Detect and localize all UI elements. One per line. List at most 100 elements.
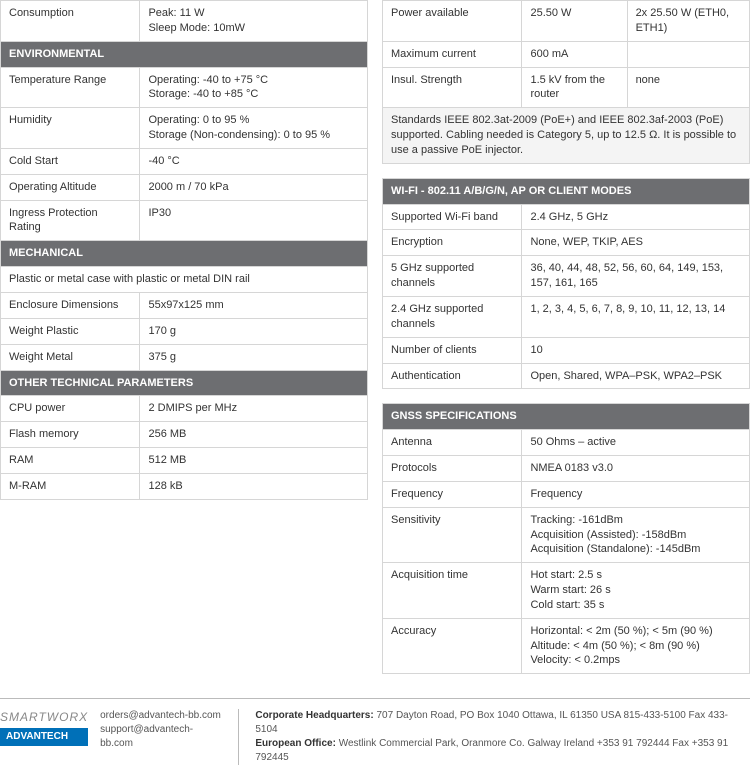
row-wifi-24g: 2.4 GHz supported channels 1, 2, 3, 4, 5…: [383, 296, 750, 337]
hdr-mechanical: MECHANICAL: [1, 241, 368, 267]
label: Sensitivity: [383, 507, 522, 563]
value: Open, Shared, WPA–PSK, WPA2–PSK: [522, 363, 750, 389]
value1: 1.5 kV from the router: [522, 67, 627, 108]
row-wifi-band: Supported Wi-Fi band 2.4 GHz, 5 GHz: [383, 204, 750, 230]
label: Temperature Range: [1, 67, 140, 108]
row-gnss-sens: Sensitivity Tracking: -161dBmAcquisition…: [383, 507, 750, 563]
hdr-text: ENVIRONMENTAL: [1, 41, 368, 67]
value: Horizontal: < 2m (50 %); < 5m (90 %)Alti…: [522, 618, 750, 674]
label: Consumption: [1, 1, 140, 42]
label: Antenna: [383, 430, 522, 456]
value: Operating: 0 to 95 %Storage (Non-condens…: [140, 108, 368, 149]
row-gnss-accuracy: Accuracy Horizontal: < 2m (50 %); < 5m (…: [383, 618, 750, 674]
label: Ingress Protection Rating: [1, 200, 140, 241]
label: RAM: [1, 448, 140, 474]
mech-note: Plastic or metal case with plastic or me…: [1, 267, 368, 293]
label: CPU power: [1, 396, 140, 422]
value: 36, 40, 44, 48, 52, 56, 60, 64, 149, 153…: [522, 256, 750, 297]
label: Weight Plastic: [1, 318, 140, 344]
spec-columns: Consumption Peak: 11 WSleep Mode: 10mW E…: [0, 0, 750, 698]
label: Acquisition time: [383, 563, 522, 619]
eu-label: European Office:: [255, 738, 336, 749]
poe-note: Standards IEEE 802.3at-2009 (PoE+) and I…: [383, 108, 750, 164]
left-tables: Consumption Peak: 11 WSleep Mode: 10mW E…: [0, 0, 368, 500]
label: Frequency: [383, 481, 522, 507]
label: Insul. Strength: [383, 67, 522, 108]
value: 375 g: [140, 344, 368, 370]
label: Power available: [383, 1, 522, 42]
poe-table: Power available 25.50 W 2x 25.50 W (ETH0…: [382, 0, 750, 164]
value: Peak: 11 WSleep Mode: 10mW: [140, 1, 368, 42]
row-ip: Ingress Protection Rating IP30: [1, 200, 368, 241]
footer-brand: SMARTWORX ADVANTECH: [0, 709, 88, 746]
value: 170 g: [140, 318, 368, 344]
value2: [627, 41, 749, 67]
row-mech-note: Plastic or metal case with plastic or me…: [1, 267, 368, 293]
label: Maximum current: [383, 41, 522, 67]
row-poe-insul: Insul. Strength 1.5 kV from the router n…: [383, 67, 750, 108]
footer: SMARTWORX ADVANTECH orders@advantech-bb.…: [0, 698, 750, 773]
value: -40 °C: [140, 148, 368, 174]
label: 5 GHz supported channels: [383, 256, 522, 297]
row-wifi-5g: 5 GHz supported channels 36, 40, 44, 48,…: [383, 256, 750, 297]
footer-separator: [238, 709, 239, 765]
row-flash: Flash memory 256 MB: [1, 422, 368, 448]
row-humidity: Humidity Operating: 0 to 95 %Storage (No…: [1, 108, 368, 149]
row-poe-current: Maximum current 600 mA: [383, 41, 750, 67]
row-ram: RAM 512 MB: [1, 448, 368, 474]
hdr-other: OTHER TECHNICAL PARAMETERS: [1, 370, 368, 396]
hdr-gnss: GNSS SPECIFICATIONS: [383, 404, 750, 430]
value: 2000 m / 70 kPa: [140, 174, 368, 200]
label: 2.4 GHz supported channels: [383, 296, 522, 337]
row-gnss-protocols: Protocols NMEA 0183 v3.0: [383, 456, 750, 482]
label: Cold Start: [1, 148, 140, 174]
row-dimensions: Enclosure Dimensions 55x97x125 mm: [1, 292, 368, 318]
label: Enclosure Dimensions: [1, 292, 140, 318]
left-column: Consumption Peak: 11 WSleep Mode: 10mW E…: [0, 0, 368, 674]
hdr-text: WI-FI - 802.11 A/B/G/N, AP OR CLIENT MOD…: [383, 178, 750, 204]
value: 2.4 GHz, 5 GHz: [522, 204, 750, 230]
value1: 25.50 W: [522, 1, 627, 42]
label: Operating Altitude: [1, 174, 140, 200]
hdr-text: GNSS SPECIFICATIONS: [383, 404, 750, 430]
row-poe-power: Power available 25.50 W 2x 25.50 W (ETH0…: [383, 1, 750, 42]
value: 10: [522, 337, 750, 363]
row-wifi-auth: Authentication Open, Shared, WPA–PSK, WP…: [383, 363, 750, 389]
value: IP30: [140, 200, 368, 241]
hdr-text: MECHANICAL: [1, 241, 368, 267]
footer-addresses: Corporate Headquarters: 707 Dayton Road,…: [255, 709, 750, 765]
value: 512 MB: [140, 448, 368, 474]
value1: 600 mA: [522, 41, 627, 67]
value: 256 MB: [140, 422, 368, 448]
label: Accuracy: [383, 618, 522, 674]
value: Frequency: [522, 481, 750, 507]
footer-hq: Corporate Headquarters: 707 Dayton Road,…: [255, 709, 750, 737]
row-wifi-clients: Number of clients 10: [383, 337, 750, 363]
brand-smartworx: SMARTWORX: [0, 709, 88, 726]
value: NMEA 0183 v3.0: [522, 456, 750, 482]
right-column: Power available 25.50 W 2x 25.50 W (ETH0…: [382, 0, 750, 674]
value: 1, 2, 3, 4, 5, 6, 7, 8, 9, 10, 11, 12, 1…: [522, 296, 750, 337]
label: Encryption: [383, 230, 522, 256]
footer-emails: orders@advantech-bb.comsupport@advantech…: [100, 709, 222, 751]
row-poe-note: Standards IEEE 802.3at-2009 (PoE+) and I…: [383, 108, 750, 164]
value: None, WEP, TKIP, AES: [522, 230, 750, 256]
value: Operating: -40 to +75 °CStorage: -40 to …: [140, 67, 368, 108]
value2: none: [627, 67, 749, 108]
hdr-text: OTHER TECHNICAL PARAMETERS: [1, 370, 368, 396]
footer-eu: European Office: Westlink Commercial Par…: [255, 737, 750, 765]
brand-advantech: ADVANTECH: [0, 728, 88, 746]
row-gnss-antenna: Antenna 50 Ohms – active: [383, 430, 750, 456]
row-altitude: Operating Altitude 2000 m / 70 kPa: [1, 174, 368, 200]
hq-label: Corporate Headquarters:: [255, 710, 373, 721]
row-gnss-freq: Frequency Frequency: [383, 481, 750, 507]
hdr-environmental: ENVIRONMENTAL: [1, 41, 368, 67]
row-cpu: CPU power 2 DMIPS per MHz: [1, 396, 368, 422]
label: Humidity: [1, 108, 140, 149]
gnss-table: GNSS SPECIFICATIONS Antenna 50 Ohms – ac…: [382, 403, 750, 674]
row-weight-metal: Weight Metal 375 g: [1, 344, 368, 370]
row-coldstart: Cold Start -40 °C: [1, 148, 368, 174]
value: 2 DMIPS per MHz: [140, 396, 368, 422]
row-power-consumption: Consumption Peak: 11 WSleep Mode: 10mW: [1, 1, 368, 42]
label: Weight Metal: [1, 344, 140, 370]
